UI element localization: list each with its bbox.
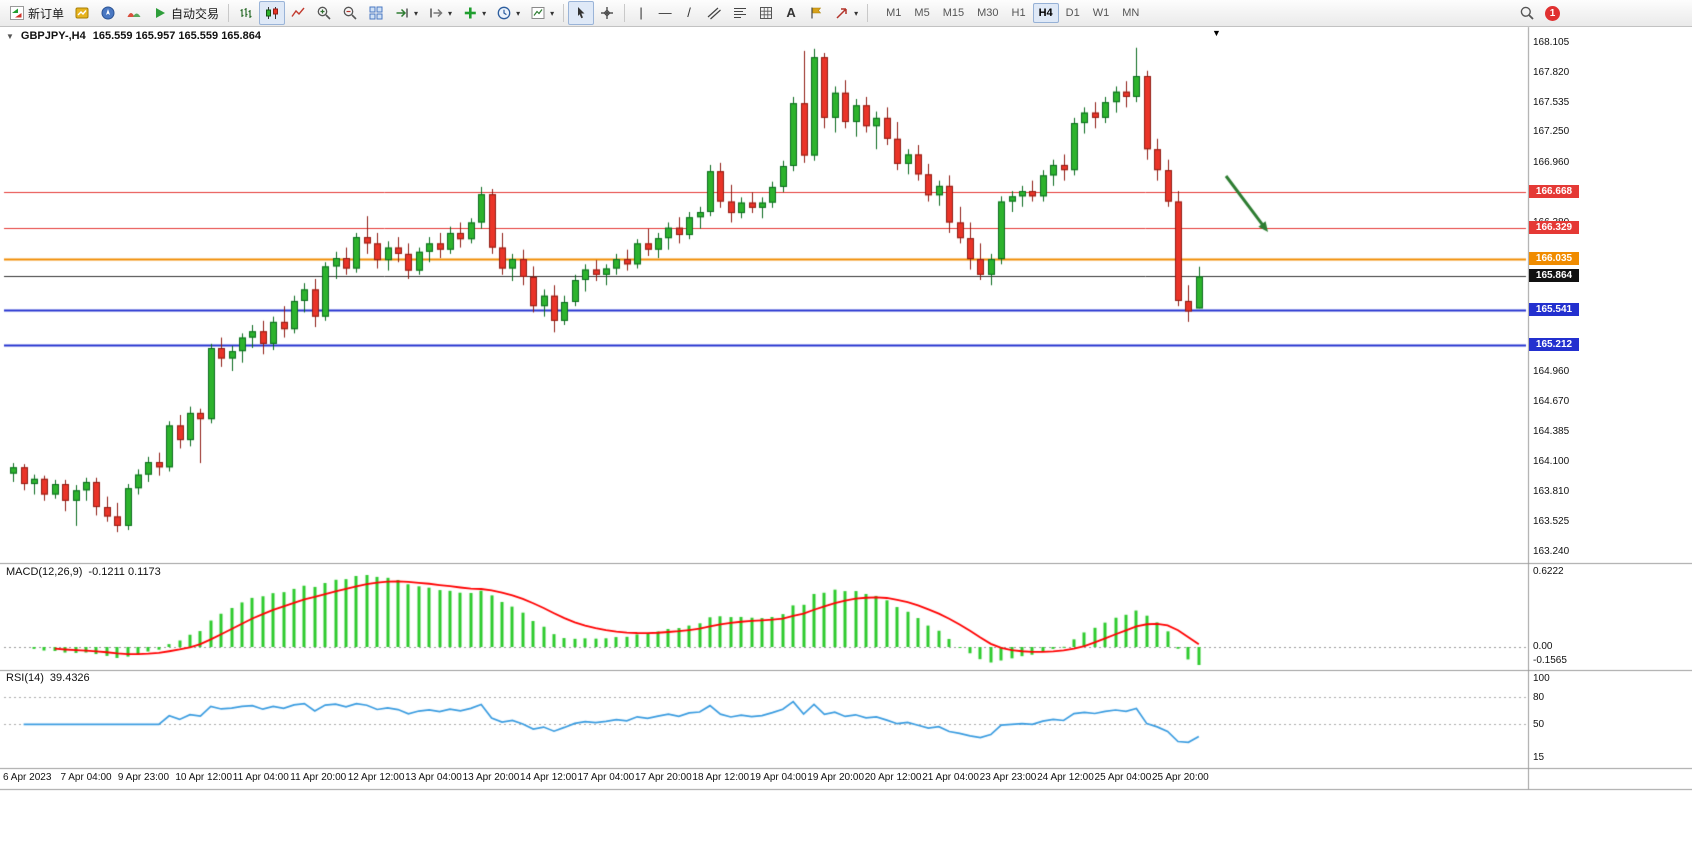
timeframe-button[interactable]: W1 [1087,3,1116,23]
tile-windows-icon [369,6,383,20]
dropdown-caret: ▾ [854,8,859,18]
templates-icon [531,7,545,19]
arrows-icon [836,8,847,19]
dropdown-caret: ▾ [516,8,521,18]
window-menu-triangle[interactable]: ▼ [1212,28,1221,38]
toolbar-separator [563,4,565,22]
text-button[interactable]: A [779,1,803,25]
zoom-in-icon [317,6,331,20]
timeframe-button[interactable]: M15 [937,3,970,23]
text-label-button[interactable] [803,1,829,25]
line-chart-button[interactable] [285,1,311,25]
toolbar: 新订单 自动交易 [0,0,1692,27]
dropdown-caret: ▾ [550,8,555,18]
periods-button[interactable]: ▾ [491,1,525,25]
zoom-out-button[interactable] [337,1,363,25]
trendline-button[interactable]: / [677,1,701,25]
timeframe-button[interactable]: M5 [908,3,935,23]
candlestick-chart-button[interactable] [259,1,286,25]
notification-badge[interactable]: 1 [1545,5,1560,21]
timeframe-button[interactable]: H4 [1032,3,1059,23]
horizontal-line-icon: — [658,5,672,20]
bar-chart-button[interactable] [233,1,259,25]
bar-chart-icon [240,8,252,18]
zoom-in-button[interactable] [311,1,337,25]
dropdown-caret: ▾ [448,8,453,18]
horizontal-line-button[interactable]: — [653,1,677,25]
fibonacci-button[interactable] [727,1,753,25]
candlestick-chart-icon [266,7,279,19]
terminal-icon [127,13,141,17]
autotrading-button[interactable]: 自动交易 [147,1,224,25]
toolbar-right-group: 1 [1519,5,1560,21]
autotrading-play-icon [156,8,166,18]
market-watch-button[interactable] [69,1,95,25]
arrows-button[interactable]: ▾ [829,1,863,25]
timeframe-button[interactable]: D1 [1060,3,1086,23]
terminal-button[interactable] [121,1,147,25]
vertical-line-button[interactable]: | [629,1,653,25]
clock-icon [497,6,511,20]
cursor-icon [578,7,585,19]
toolbar-separator [228,4,230,22]
navigator-icon [101,6,115,20]
crosshair-icon [601,7,614,19]
toolbar-separator [624,4,626,22]
templates-button[interactable]: ▾ [525,1,559,25]
channel-icon [707,7,722,20]
navigator-button[interactable] [95,1,121,25]
channel-button[interactable] [701,1,727,25]
label-flag-icon [811,7,822,19]
search-icon[interactable] [1519,5,1535,21]
dropdown-caret: ▾ [414,8,419,18]
market-watch-icon [75,7,89,19]
add-indicator-button[interactable]: ▾ [457,1,491,25]
cursor-button[interactable] [568,1,595,25]
fibonacci-icon [734,7,747,19]
chart-shift-button[interactable]: ▾ [423,1,457,25]
new-order-icon [10,6,24,20]
timeframe-button[interactable]: H1 [1006,3,1032,23]
text-icon: A [786,5,796,20]
crosshair-button[interactable] [594,1,620,25]
auto-scroll-button[interactable]: ▾ [389,1,423,25]
toolbar-separator [867,4,869,22]
timeframe-button[interactable]: M30 [971,3,1004,23]
vertical-line-icon: | [639,5,643,20]
tile-windows-button[interactable] [363,1,389,25]
shapes-button[interactable] [753,1,779,25]
new-order-button[interactable]: 新订单 [4,1,69,25]
zoom-out-icon [343,6,357,20]
auto-scroll-icon [396,8,408,18]
shapes-grid-icon [760,7,773,19]
one-click-trading-toggle[interactable]: ▼ [6,31,14,41]
trendline-icon: / [687,5,691,20]
line-chart-icon [291,7,305,17]
add-indicator-icon [464,7,476,19]
timeframe-button[interactable]: M1 [880,3,907,23]
timeframe-group: M1 M5 M15 M30 H1 H4 D1 W1 MN [880,3,1145,23]
timeframe-button[interactable]: MN [1116,3,1145,23]
new-order-label: 新订单 [28,6,65,21]
dropdown-caret: ▾ [482,8,487,18]
chart-shift-icon [430,8,443,18]
autotrading-label: 自动交易 [171,6,220,21]
